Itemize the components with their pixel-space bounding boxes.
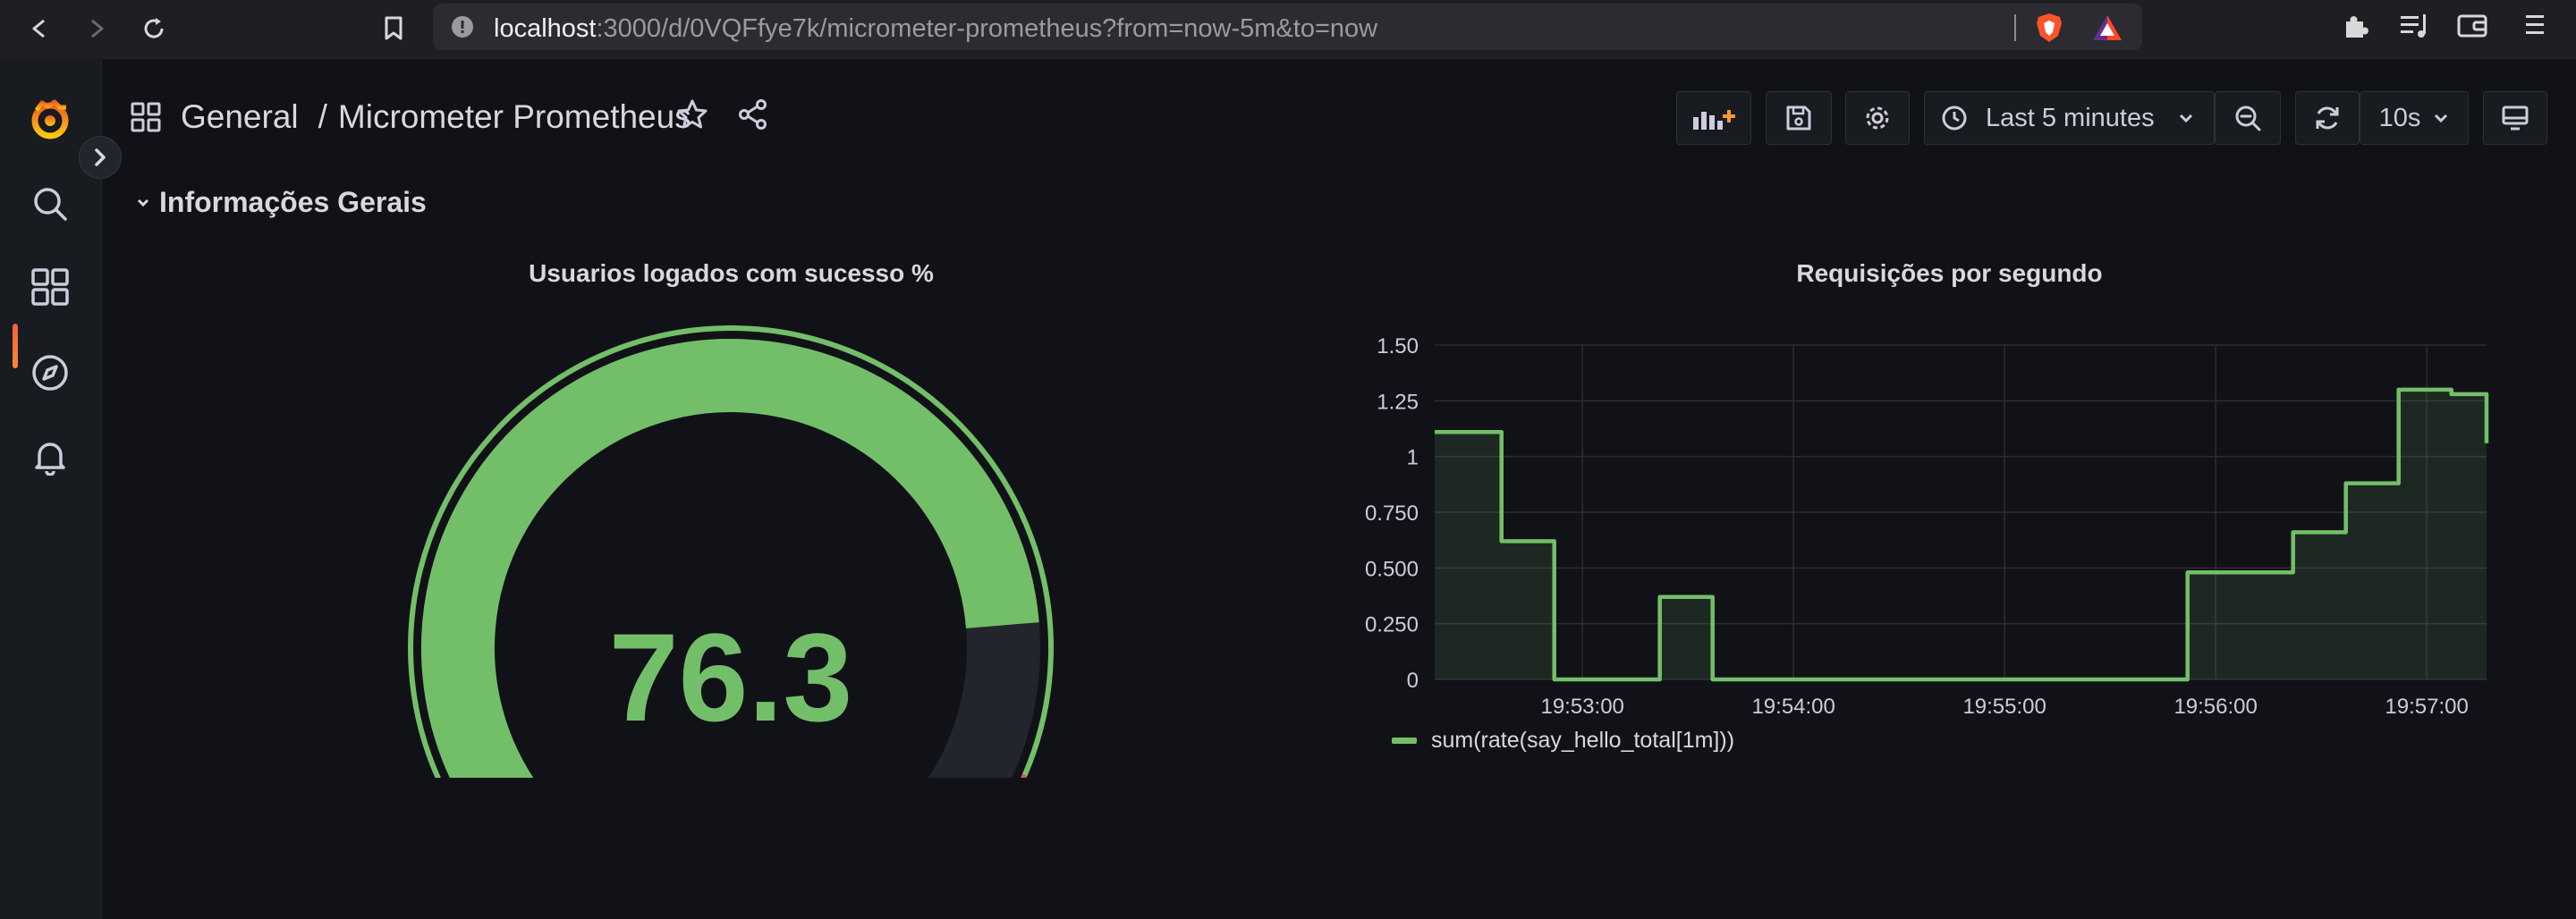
x-tick-label: 19:54:00 — [1751, 695, 1835, 715]
browser-toolbar: localhost:3000/d/0VQFfye7k/micrometer-pr… — [0, 0, 2576, 59]
time-range-picker[interactable]: Last 5 minutes — [1924, 91, 2215, 145]
x-tick-label: 19:56:00 — [2174, 695, 2257, 715]
bookmark-icon[interactable] — [376, 11, 411, 46]
save-dashboard-button[interactable] — [1766, 91, 1832, 145]
wallet-icon[interactable] — [2456, 11, 2488, 44]
dashboard-title[interactable]: Micrometer Prometheus — [337, 98, 691, 135]
url-divider — [2014, 14, 2016, 41]
series-line — [1435, 387, 2489, 682]
series-area-fill — [1435, 389, 2487, 679]
active-indicator — [13, 324, 18, 368]
row-title: Informações Gerais — [159, 186, 427, 218]
time-range-label: Last 5 minutes — [1986, 103, 2155, 132]
x-tick-label: 19:53:00 — [1540, 695, 1623, 715]
legend-series-label: sum(rate(say_hello_total[1m])) — [1431, 728, 1735, 753]
gear-icon — [1866, 106, 1889, 130]
x-tick-label: 19:57:00 — [2385, 695, 2468, 715]
refresh-button[interactable] — [2295, 91, 2360, 145]
gauge-value-arc — [421, 339, 1039, 778]
refresh-interval-label: 10s — [2378, 103, 2421, 132]
y-tick-label: 0.500 — [1365, 557, 1419, 581]
y-tick-label: 0.250 — [1365, 613, 1419, 637]
site-info-icon[interactable] — [451, 15, 474, 43]
monitor-icon — [2502, 105, 2529, 131]
bell-icon[interactable] — [27, 434, 73, 480]
grafana-logo[interactable] — [27, 97, 73, 143]
url-host: localhost — [494, 14, 597, 43]
back-icon[interactable] — [21, 11, 57, 46]
chevron-down-icon — [137, 198, 149, 207]
expand-sidebar-button[interactable] — [79, 136, 122, 179]
brave-rewards-icon[interactable] — [2092, 14, 2123, 46]
chevron-right-icon — [95, 148, 106, 166]
y-tick-label: 1.50 — [1377, 334, 1419, 358]
legend-swatch — [1392, 738, 1417, 744]
gauge-value-text: 76.3 — [609, 607, 852, 747]
grafana-sidebar — [0, 59, 102, 919]
extensions-icon[interactable] — [2342, 11, 2370, 44]
x-tick-label: 19:55:00 — [1962, 695, 2046, 715]
graph-panel-title[interactable]: Requisições por segundo — [1796, 259, 2103, 287]
forward-icon[interactable] — [79, 11, 114, 46]
gauge-threshold-green — [408, 325, 1055, 778]
dashboard-settings-button[interactable] — [1845, 91, 1910, 145]
gauge-panel: 76.3 — [408, 325, 1055, 778]
chevron-down-icon — [2179, 114, 2192, 123]
star-icon[interactable] — [676, 98, 708, 135]
dashboard-grid-icon — [131, 102, 161, 132]
save-icon — [1786, 105, 1811, 131]
url-path: :3000/d/0VQFfye7k/micrometer-prometheus?… — [596, 14, 1378, 43]
refresh-icon — [2316, 106, 2339, 130]
dashboards-icon[interactable] — [27, 264, 73, 310]
add-panel-button[interactable] — [1676, 91, 1751, 145]
chevron-down-icon — [2435, 114, 2448, 123]
zoom-out-icon — [2235, 105, 2261, 131]
url-text: localhost:3000/d/0VQFfye7k/micrometer-pr… — [494, 14, 1377, 44]
breadcrumb-separator: / — [318, 98, 327, 135]
menu-icon[interactable] — [2522, 11, 2547, 44]
share-icon[interactable] — [737, 98, 769, 135]
breadcrumb: General / Micrometer Prometheus — [131, 97, 691, 138]
time-series-chart: 0 0.250 0.500 0.750 1 1.25 1.50 19:53:00 19:54:0… — [1365, 334, 2489, 715]
compass-icon[interactable] — [27, 350, 73, 396]
y-tick-label: 1 — [1407, 446, 1419, 470]
brave-shields-icon[interactable] — [2035, 13, 2063, 47]
y-tick-label: 0 — [1407, 669, 1419, 693]
zoom-out-button[interactable] — [2215, 91, 2281, 145]
breadcrumb-folder[interactable]: General — [181, 98, 299, 135]
search-icon[interactable] — [27, 181, 73, 227]
add-panel-icon — [1693, 110, 1735, 130]
clock-icon — [1942, 105, 1967, 131]
reading-list-icon[interactable] — [2399, 11, 2429, 44]
gauge-panel-title[interactable]: Usuarios logados com sucesso % — [529, 259, 934, 287]
y-tick-label: 0.750 — [1365, 502, 1419, 526]
row-header[interactable]: Informações Gerais — [136, 186, 427, 219]
address-bar[interactable]: localhost:3000/d/0VQFfye7k/micrometer-pr… — [433, 4, 2142, 50]
refresh-interval-picker[interactable]: 10s — [2360, 91, 2469, 145]
tv-mode-button[interactable] — [2483, 91, 2547, 145]
y-tick-label: 1.25 — [1377, 390, 1419, 414]
reload-icon[interactable] — [136, 11, 172, 46]
chart-legend[interactable]: sum(rate(say_hello_total[1m])) — [1392, 728, 1734, 754]
